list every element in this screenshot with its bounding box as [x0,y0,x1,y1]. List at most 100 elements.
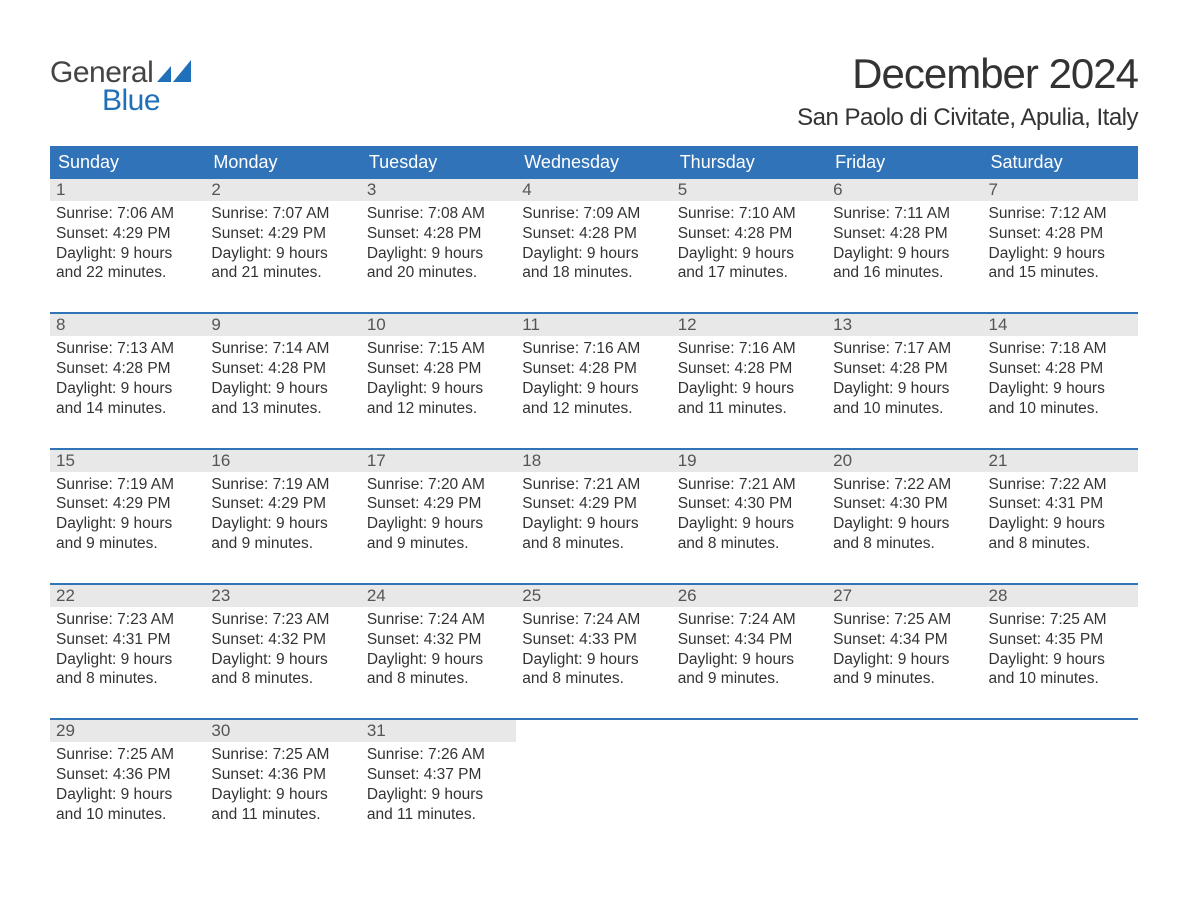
daylight-text-2: and 11 minutes. [678,399,821,419]
sunset-text: Sunset: 4:32 PM [211,630,354,650]
daylight-text-1: Daylight: 9 hours [211,379,354,399]
day-number-cell: 24 [361,584,516,607]
daylight-text-1: Daylight: 9 hours [367,514,510,534]
sunrise-text: Sunrise: 7:12 AM [989,204,1132,224]
daylight-text-1: Daylight: 9 hours [833,650,976,670]
daylight-text-2: and 21 minutes. [211,263,354,283]
day-body-cell: Sunrise: 7:17 AMSunset: 4:28 PMDaylight:… [827,336,982,424]
week-separator [50,695,1138,719]
sunrise-text: Sunrise: 7:21 AM [522,475,665,495]
day-body-cell: Sunrise: 7:19 AMSunset: 4:29 PMDaylight:… [205,472,360,560]
day-header: Monday [205,146,360,179]
daylight-text-1: Daylight: 9 hours [522,514,665,534]
day-number-row: 891011121314 [50,313,1138,336]
day-number-cell: 19 [672,449,827,472]
day-body-row: Sunrise: 7:13 AMSunset: 4:28 PMDaylight:… [50,336,1138,424]
title-block: December 2024 San Paolo di Civitate, Apu… [797,50,1138,132]
sunrise-text: Sunrise: 7:24 AM [522,610,665,630]
sunrise-text: Sunrise: 7:25 AM [989,610,1132,630]
daylight-text-2: and 16 minutes. [833,263,976,283]
day-number-cell: 17 [361,449,516,472]
day-number-cell: 6 [827,179,982,201]
sunset-text: Sunset: 4:28 PM [367,224,510,244]
daylight-text-1: Daylight: 9 hours [56,514,199,534]
daylight-text-1: Daylight: 9 hours [211,785,354,805]
daylight-text-1: Daylight: 9 hours [833,244,976,264]
day-body-cell: Sunrise: 7:18 AMSunset: 4:28 PMDaylight:… [983,336,1138,424]
daylight-text-2: and 13 minutes. [211,399,354,419]
daylight-text-2: and 9 minutes. [211,534,354,554]
day-header: Thursday [672,146,827,179]
daylight-text-1: Daylight: 9 hours [522,379,665,399]
sunset-text: Sunset: 4:37 PM [367,765,510,785]
day-body-cell [983,742,1138,830]
day-body-cell: Sunrise: 7:06 AMSunset: 4:29 PMDaylight:… [50,201,205,289]
day-number-cell: 4 [516,179,671,201]
day-number-cell: 22 [50,584,205,607]
day-header: Saturday [983,146,1138,179]
sunrise-text: Sunrise: 7:23 AM [211,610,354,630]
sunrise-text: Sunrise: 7:25 AM [833,610,976,630]
sunset-text: Sunset: 4:28 PM [833,359,976,379]
day-body-cell: Sunrise: 7:24 AMSunset: 4:34 PMDaylight:… [672,607,827,695]
sunrise-text: Sunrise: 7:17 AM [833,339,976,359]
day-body-cell: Sunrise: 7:25 AMSunset: 4:34 PMDaylight:… [827,607,982,695]
daylight-text-1: Daylight: 9 hours [56,650,199,670]
sunrise-text: Sunrise: 7:25 AM [56,745,199,765]
day-number-cell [983,719,1138,742]
daylight-text-1: Daylight: 9 hours [989,379,1132,399]
day-body-cell: Sunrise: 7:11 AMSunset: 4:28 PMDaylight:… [827,201,982,289]
day-body-cell: Sunrise: 7:22 AMSunset: 4:31 PMDaylight:… [983,472,1138,560]
day-body-row: Sunrise: 7:23 AMSunset: 4:31 PMDaylight:… [50,607,1138,695]
sunset-text: Sunset: 4:34 PM [678,630,821,650]
day-body-cell: Sunrise: 7:24 AMSunset: 4:32 PMDaylight:… [361,607,516,695]
daylight-text-2: and 8 minutes. [522,669,665,689]
day-body-cell: Sunrise: 7:21 AMSunset: 4:29 PMDaylight:… [516,472,671,560]
daylight-text-2: and 10 minutes. [56,805,199,825]
day-body-cell [672,742,827,830]
daylight-text-1: Daylight: 9 hours [367,785,510,805]
sunrise-text: Sunrise: 7:20 AM [367,475,510,495]
day-number-cell: 26 [672,584,827,607]
sunset-text: Sunset: 4:28 PM [522,359,665,379]
logo: General Blue [50,50,191,118]
daylight-text-1: Daylight: 9 hours [678,244,821,264]
sunrise-text: Sunrise: 7:23 AM [56,610,199,630]
day-number-cell: 9 [205,313,360,336]
sunset-text: Sunset: 4:28 PM [56,359,199,379]
day-body-cell: Sunrise: 7:22 AMSunset: 4:30 PMDaylight:… [827,472,982,560]
sunrise-text: Sunrise: 7:13 AM [56,339,199,359]
day-number-row: 22232425262728 [50,584,1138,607]
day-number-cell: 25 [516,584,671,607]
day-number-cell: 13 [827,313,982,336]
sunset-text: Sunset: 4:34 PM [833,630,976,650]
day-body-cell: Sunrise: 7:25 AMSunset: 4:36 PMDaylight:… [205,742,360,830]
day-body-cell: Sunrise: 7:15 AMSunset: 4:28 PMDaylight:… [361,336,516,424]
day-body-cell: Sunrise: 7:25 AMSunset: 4:35 PMDaylight:… [983,607,1138,695]
daylight-text-2: and 9 minutes. [56,534,199,554]
sunset-text: Sunset: 4:32 PM [367,630,510,650]
daylight-text-1: Daylight: 9 hours [56,244,199,264]
sunrise-text: Sunrise: 7:11 AM [833,204,976,224]
sunrise-text: Sunrise: 7:19 AM [56,475,199,495]
sunrise-text: Sunrise: 7:24 AM [678,610,821,630]
day-number-cell: 29 [50,719,205,742]
day-number-cell: 20 [827,449,982,472]
calendar-table: SundayMondayTuesdayWednesdayThursdayFrid… [50,146,1138,831]
sunset-text: Sunset: 4:33 PM [522,630,665,650]
day-number-cell: 3 [361,179,516,201]
day-header: Wednesday [516,146,671,179]
sunset-text: Sunset: 4:29 PM [56,224,199,244]
daylight-text-2: and 8 minutes. [211,669,354,689]
daylight-text-1: Daylight: 9 hours [678,514,821,534]
day-header-row: SundayMondayTuesdayWednesdayThursdayFrid… [50,146,1138,179]
day-number-row: 1234567 [50,179,1138,201]
sunset-text: Sunset: 4:29 PM [56,494,199,514]
day-body-row: Sunrise: 7:06 AMSunset: 4:29 PMDaylight:… [50,201,1138,289]
daylight-text-1: Daylight: 9 hours [989,650,1132,670]
day-body-cell: Sunrise: 7:24 AMSunset: 4:33 PMDaylight:… [516,607,671,695]
daylight-text-2: and 8 minutes. [678,534,821,554]
sunset-text: Sunset: 4:28 PM [678,224,821,244]
daylight-text-1: Daylight: 9 hours [56,379,199,399]
sunset-text: Sunset: 4:29 PM [367,494,510,514]
